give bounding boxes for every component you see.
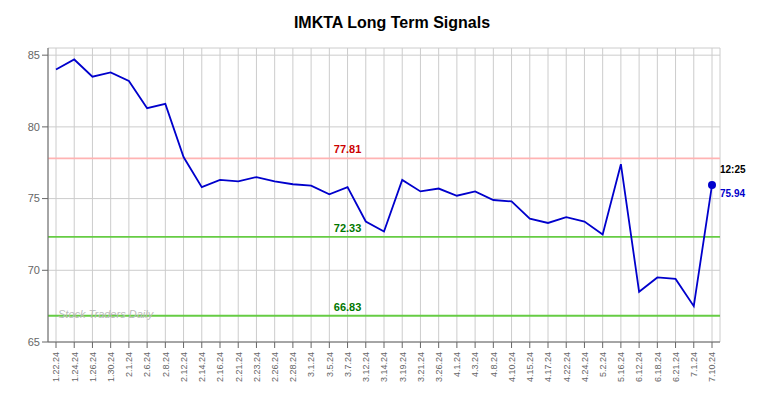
- svg-text:3.1.24: 3.1.24: [307, 352, 317, 377]
- svg-text:85: 85: [28, 49, 40, 61]
- svg-text:3.21.24: 3.21.24: [416, 352, 426, 382]
- svg-text:2.21.24: 2.21.24: [234, 352, 244, 382]
- svg-text:77.81: 77.81: [334, 143, 362, 155]
- svg-text:1.24.24: 1.24.24: [70, 352, 80, 382]
- svg-text:4.24.24: 4.24.24: [580, 352, 590, 382]
- html-text:IMKTA Long Term Signals: IMKTA Long Term Signals: [293, 14, 491, 31]
- svg-text:2.16.24: 2.16.24: [215, 352, 225, 382]
- svg-text:4.17.24: 4.17.24: [543, 352, 553, 382]
- svg-text:66.83: 66.83: [334, 301, 362, 313]
- svg-text:4.10.24: 4.10.24: [507, 352, 517, 382]
- svg-text:2.26.24: 2.26.24: [270, 352, 280, 382]
- svg-text:72.33: 72.33: [334, 222, 362, 234]
- svg-text:6.18.24: 6.18.24: [653, 352, 663, 382]
- svg-text:5.2.24: 5.2.24: [598, 352, 608, 377]
- svg-text:2.23.24: 2.23.24: [252, 352, 262, 382]
- svg-text:7.1.24: 7.1.24: [689, 352, 699, 377]
- svg-text:6.21.24: 6.21.24: [671, 352, 681, 382]
- svg-text:3.14.24: 3.14.24: [379, 352, 389, 382]
- svg-text:4.3.24: 4.3.24: [471, 352, 481, 377]
- svg-text:4.22.24: 4.22.24: [562, 352, 572, 382]
- svg-text:70: 70: [28, 264, 40, 276]
- svg-text:65: 65: [28, 336, 40, 348]
- svg-text:75: 75: [28, 192, 40, 204]
- svg-text:2.1.24: 2.1.24: [124, 352, 134, 377]
- svg-text:3.12.24: 3.12.24: [361, 352, 371, 382]
- html-text:Stock Traders Daily: Stock Traders Daily: [58, 308, 154, 320]
- svg-text:3.19.24: 3.19.24: [398, 352, 408, 382]
- svg-text:6.12.24: 6.12.24: [635, 352, 645, 382]
- svg-text:4.15.24: 4.15.24: [525, 352, 535, 382]
- svg-text:4.8.24: 4.8.24: [489, 352, 499, 377]
- svg-text:2.12.24: 2.12.24: [179, 352, 189, 382]
- svg-text:3.5.24: 3.5.24: [325, 352, 335, 377]
- svg-text:5.16.24: 5.16.24: [616, 352, 626, 382]
- svg-text:7.10.24: 7.10.24: [707, 352, 717, 382]
- svg-text:80: 80: [28, 121, 40, 133]
- svg-text:1.30.24: 1.30.24: [106, 352, 116, 382]
- svg-text:1.26.24: 1.26.24: [88, 352, 98, 382]
- svg-text:2.28.24: 2.28.24: [288, 352, 298, 382]
- svg-text:3.26.24: 3.26.24: [434, 352, 444, 382]
- svg-text:3.7.24: 3.7.24: [343, 352, 353, 377]
- svg-text:1.22.24: 1.22.24: [51, 352, 61, 382]
- svg-text:12:25: 12:25: [720, 164, 746, 175]
- svg-text:4.1.24: 4.1.24: [452, 352, 462, 377]
- svg-text:75.94: 75.94: [720, 188, 745, 199]
- svg-text:2.6.24: 2.6.24: [143, 352, 153, 377]
- svg-text:2.8.24: 2.8.24: [161, 352, 171, 377]
- svg-text:2.14.24: 2.14.24: [197, 352, 207, 382]
